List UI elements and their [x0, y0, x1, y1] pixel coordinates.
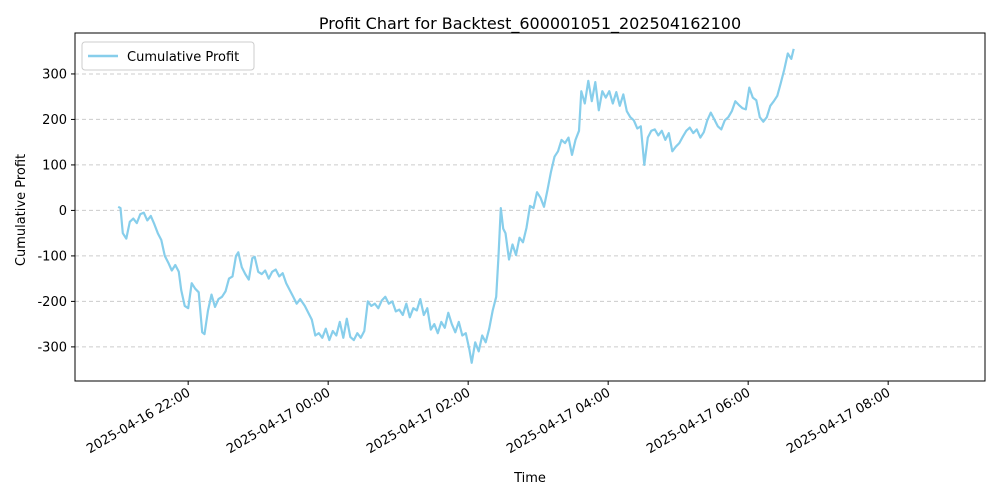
- y-tick-label: -300: [37, 340, 67, 355]
- legend: Cumulative Profit: [81, 41, 255, 71]
- y-axis-label: Cumulative Profit: [14, 154, 29, 266]
- chart-title: Profit Chart for Backtest_600001051_2025…: [319, 14, 741, 34]
- y-tick-label: 0: [59, 204, 67, 219]
- series-layer: [117, 48, 795, 364]
- y-tick-label: 200: [42, 113, 67, 128]
- plot-frame: [74, 32, 986, 382]
- x-axis-label: Time: [513, 471, 546, 486]
- y-axis: -300 -200 -100 0 100 200 300: [37, 67, 75, 355]
- y-tick-label: -100: [37, 249, 67, 264]
- y-tick-label: -200: [37, 295, 67, 310]
- y-tick-label: 300: [42, 67, 67, 82]
- legend-label: Cumulative Profit: [127, 50, 239, 65]
- y-tick-label: 100: [42, 158, 67, 173]
- series-line-cumulative-profit: [117, 48, 795, 364]
- legend-box: [81, 41, 255, 71]
